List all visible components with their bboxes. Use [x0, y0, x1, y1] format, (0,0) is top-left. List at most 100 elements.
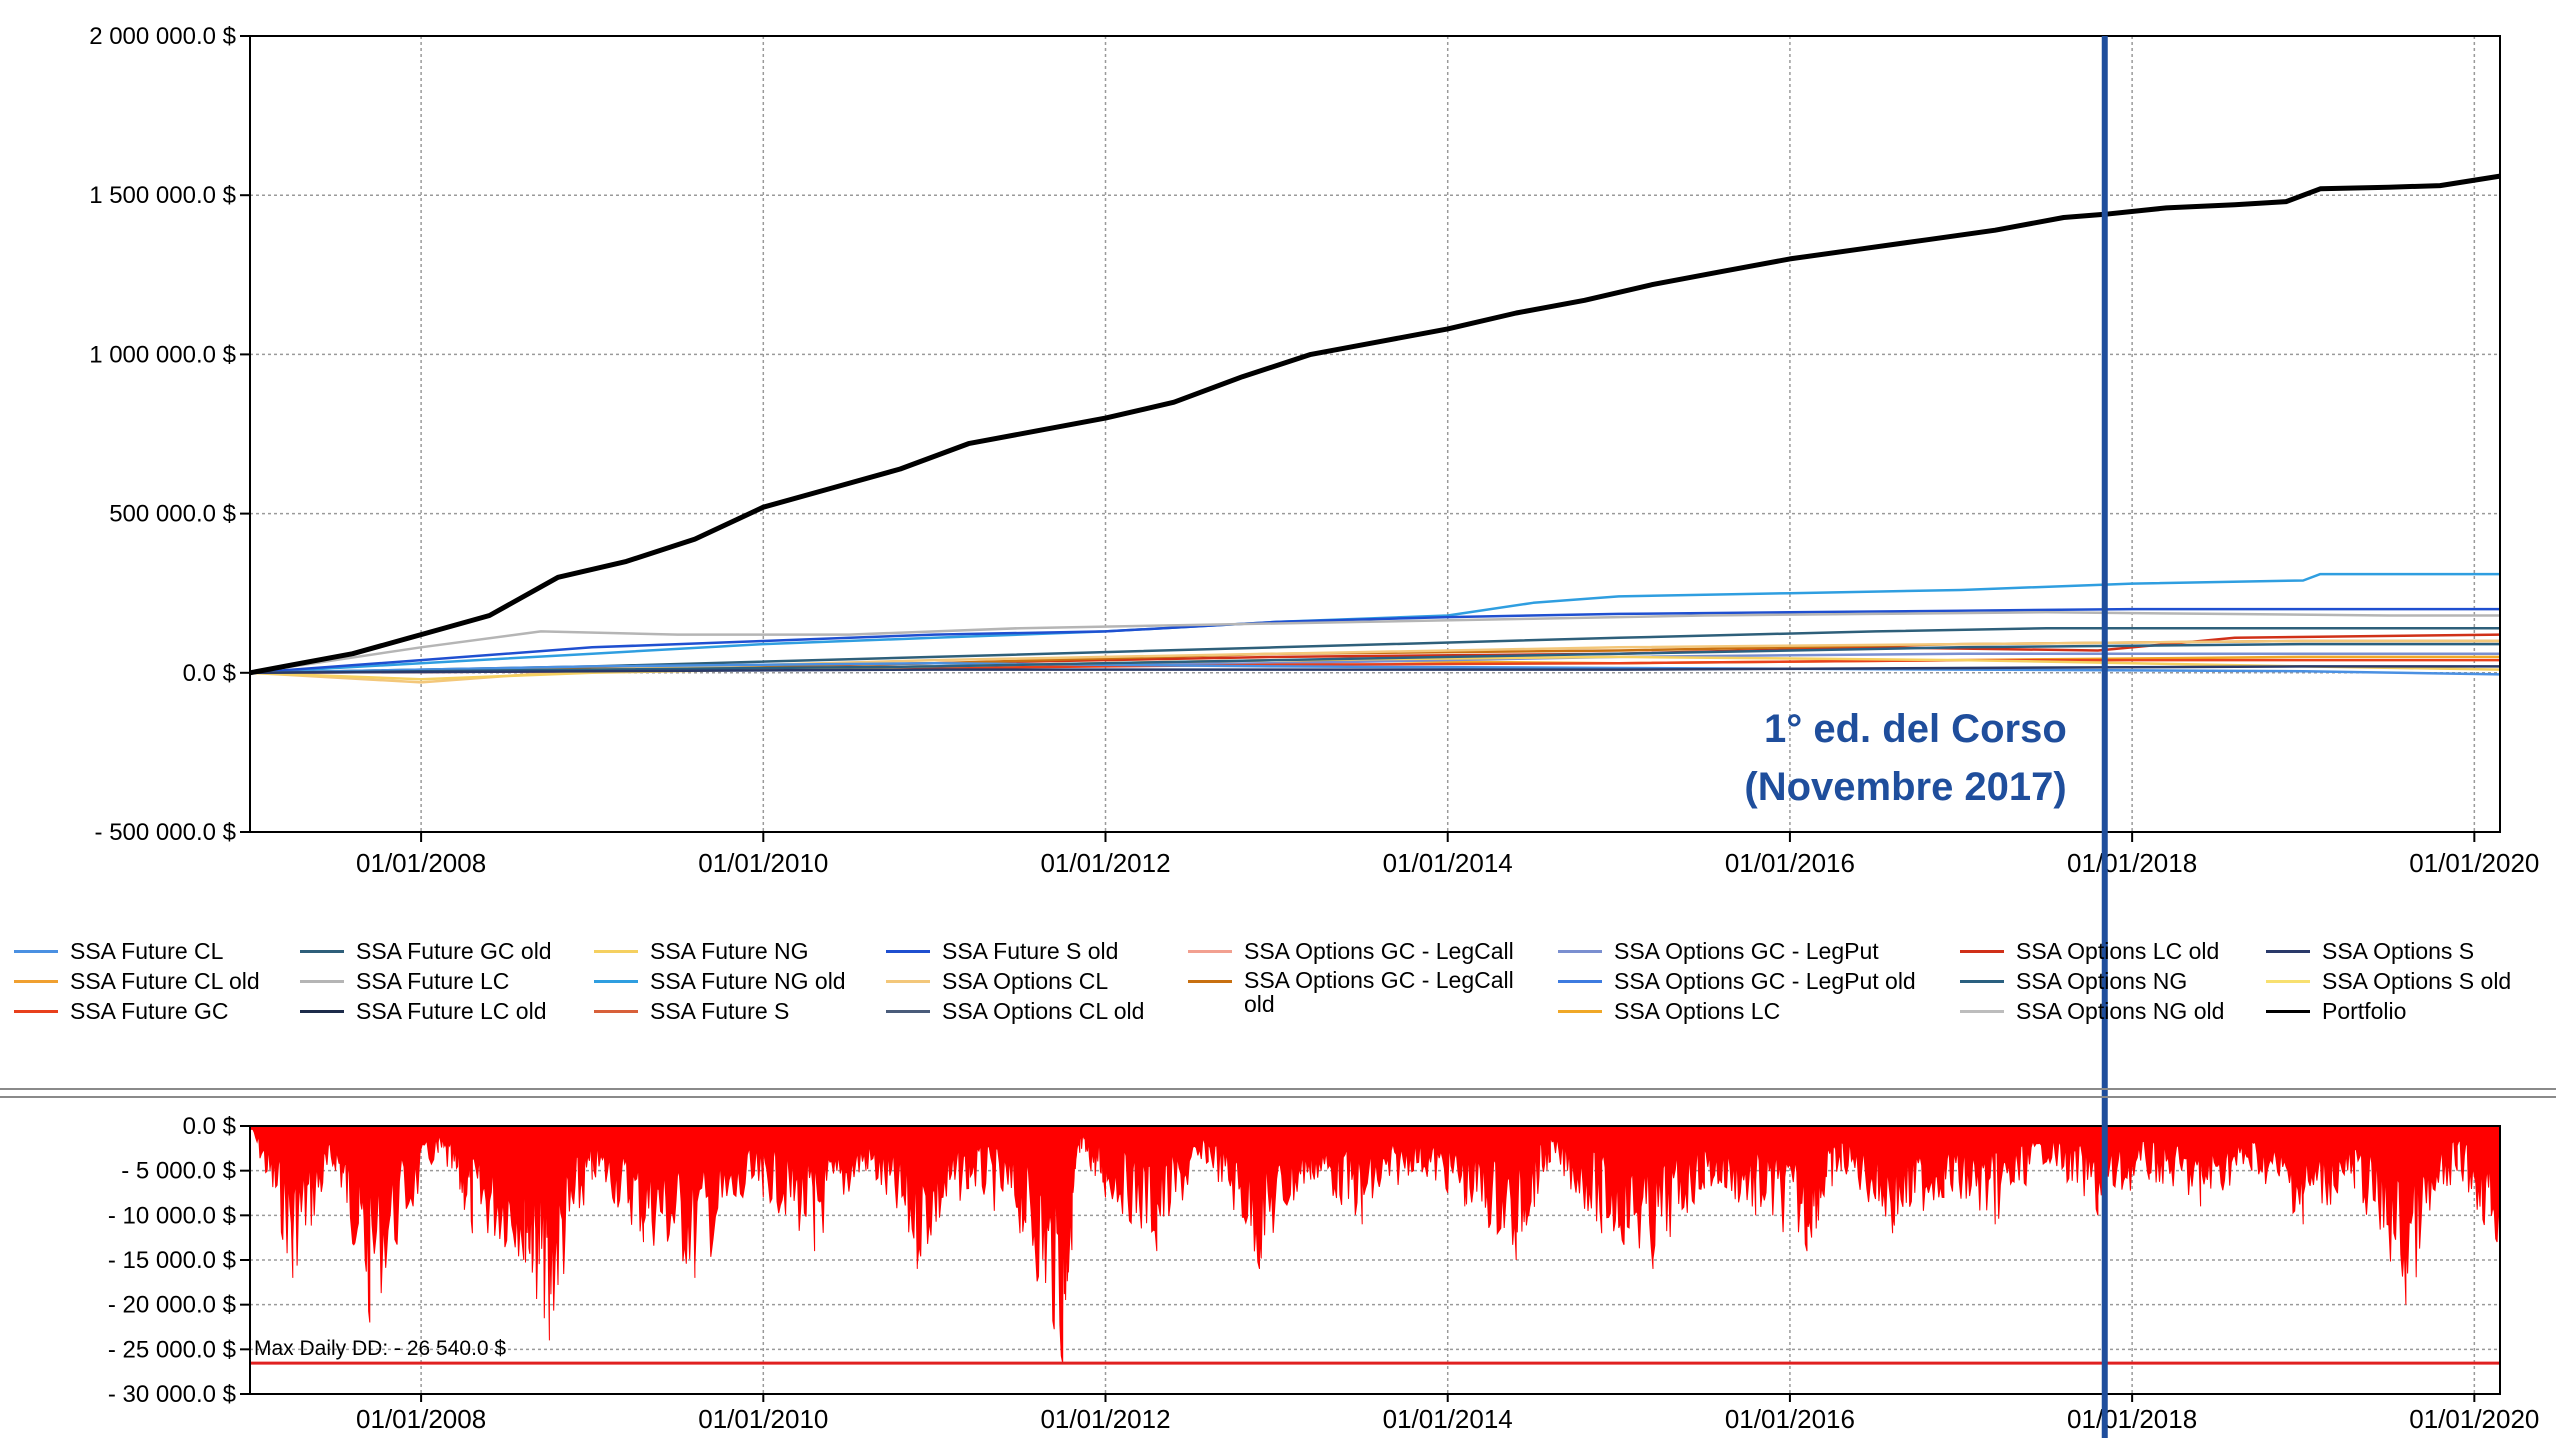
legend-swatch — [594, 950, 638, 953]
legend-swatch — [14, 1010, 58, 1013]
legend-swatch — [2266, 1010, 2310, 1013]
legend-item: SSA Options GC - LegPut old — [1558, 968, 1916, 994]
dd-y-tick-label: - 10 000.0 $ — [108, 1202, 236, 1229]
legend-swatch — [300, 1010, 344, 1013]
dd-y-tick-label: - 20 000.0 $ — [108, 1292, 236, 1319]
dd-x-tick-label: 01/01/2012 — [1040, 1404, 1170, 1434]
main-chart-frame — [249, 35, 2501, 833]
legend-swatch — [1960, 980, 2004, 983]
series-line-ssa-future-ng-old — [249, 572, 2500, 675]
legend-item: SSA Future GC old — [300, 938, 552, 964]
dd-x-tick-label: 01/01/2018 — [2067, 1404, 2197, 1434]
legend-swatch — [300, 950, 344, 953]
legend-item: SSA Options GC - LegPut — [1558, 938, 1879, 964]
drawdown-chart-y-axis: 0.0 $ - 5 000.0 $ - 10 000.0 $ - 15 000.0 $… — [108, 1113, 250, 1408]
legend-label: SSA Future NG — [650, 938, 809, 964]
x-tick-label: 01/01/2008 — [356, 848, 486, 878]
dd-y-tick-label: - 30 000.0 $ — [108, 1381, 236, 1408]
series-line-portfolio — [249, 173, 2501, 676]
dd-y-tick-label: - 15 000.0 $ — [108, 1247, 236, 1274]
legend-item: SSA Options NG old — [1960, 998, 2224, 1024]
x-tick-label: 01/01/2012 — [1040, 848, 1170, 878]
legend-item: SSA Future NG — [594, 938, 809, 964]
legend-label: SSA Future CL old — [70, 968, 260, 994]
legend-label: SSA Future S old — [942, 938, 1119, 964]
legend-item: SSA Options LC old — [1960, 938, 2219, 964]
dd-x-tick-label: 01/01/2020 — [2409, 1404, 2539, 1434]
x-tick-label: 01/01/2010 — [698, 848, 828, 878]
series-line-ssa-future-cl — [249, 661, 2501, 676]
dd-y-tick-label: - 5 000.0 $ — [121, 1158, 236, 1185]
legend-item: SSA Future CL old — [14, 968, 260, 994]
legend-swatch — [1188, 980, 1232, 983]
legend-label: SSA Future NG old — [650, 968, 846, 994]
legend-item: SSA Future S old — [886, 938, 1118, 964]
legend-swatch — [2266, 950, 2310, 953]
x-tick-label: 01/01/2014 — [1383, 848, 1513, 878]
legend-item: SSA Options GC - LegCall old — [1188, 968, 1544, 1016]
legend-label: SSA Options CL old — [942, 998, 1145, 1024]
y-tick-label: 500 000.0 $ — [109, 501, 236, 528]
legend-label: Portfolio — [2322, 998, 2407, 1024]
dd-y-tick-label: 0.0 $ — [183, 1113, 236, 1140]
legend-item: SSA Options NG — [1960, 968, 2187, 994]
dd-x-tick-label: 01/01/2008 — [356, 1404, 486, 1434]
series-line-ssa-future-lc — [249, 611, 2500, 675]
course-edition-annotation-line2: (Novembre 2017) — [1744, 765, 2066, 809]
legend-label: SSA Options LC — [1614, 998, 1781, 1024]
legend-swatch — [1960, 1010, 2004, 1013]
legend-item: SSA Options CL old — [886, 998, 1144, 1024]
y-tick-label: 2 000 000.0 $ — [89, 23, 236, 50]
y-tick-label: 1 500 000.0 $ — [89, 182, 236, 209]
legend-item: SSA Options LC — [1558, 998, 1780, 1024]
legend-swatch — [594, 980, 638, 983]
y-tick-label: - 500 000.0 $ — [95, 819, 236, 846]
x-tick-label: 01/01/2016 — [1725, 848, 1855, 878]
legend-swatch — [14, 980, 58, 983]
legend-label: SSA Options GC - LegCall old — [1244, 967, 1514, 1017]
series-line-ssa-options-s — [249, 665, 2500, 675]
legend-swatch — [1960, 950, 2004, 953]
dd-x-tick-label: 01/01/2016 — [1725, 1404, 1855, 1434]
legend: SSA Future CL SSA Future CL old SSA Future… — [0, 938, 2556, 1078]
legend-item: SSA Future CL — [14, 938, 223, 964]
legend-label: SSA Options NG old — [2016, 998, 2225, 1024]
legend-swatch — [2266, 980, 2310, 983]
legend-swatch — [886, 980, 930, 983]
legend-label: SSA Options GC - LegPut — [1614, 938, 1879, 964]
legend-label: SSA Future CL — [70, 938, 224, 964]
legend-label: SSA Options S old — [2322, 968, 2512, 994]
y-tick-label: 1 000 000.0 $ — [89, 341, 236, 368]
panel-separator-bottom — [0, 1096, 2556, 1098]
legend-swatch — [1188, 950, 1232, 953]
legend-item: SSA Future S — [594, 998, 789, 1024]
legend-item: SSA Future GC — [14, 998, 229, 1024]
max-daily-dd-label: Max Daily DD: - 26 540.0 $ — [254, 1337, 506, 1360]
main-chart-series — [249, 173, 2501, 684]
legend-label: SSA Future LC — [356, 968, 510, 994]
dd-x-tick-label: 01/01/2014 — [1383, 1404, 1513, 1434]
y-tick-label: 0.0 $ — [183, 660, 236, 687]
legend-swatch — [14, 950, 58, 953]
legend-label: SSA Options GC - LegCall — [1244, 938, 1514, 964]
drawdown-chart-x-axis: 01/01/2008 01/01/2010 01/01/2012 01/01/2014… — [356, 1394, 2539, 1434]
legend-label: SSA Options S — [2322, 938, 2475, 964]
panel-separator-top — [0, 1088, 2556, 1090]
legend-label: SSA Future S — [650, 998, 790, 1024]
legend-swatch — [886, 1010, 930, 1013]
legend-label: SSA Future LC old — [356, 998, 547, 1024]
legend-item: SSA Options S — [2266, 938, 2474, 964]
legend-item: SSA Options CL — [886, 968, 1108, 994]
dd-y-tick-label: - 25 000.0 $ — [108, 1336, 236, 1363]
drawdown-area — [249, 1125, 2501, 1364]
legend-item: SSA Future LC — [300, 968, 509, 994]
legend-swatch — [1558, 950, 1602, 953]
legend-label: SSA Options NG — [2016, 968, 2188, 994]
drawdown-chart-series — [249, 1125, 2501, 1364]
legend-label: SSA Options LC old — [2016, 938, 2220, 964]
legend-label: SSA Options CL — [942, 968, 1109, 994]
series-line-ssa-future-gc-old — [249, 626, 2500, 675]
course-edition-annotation-line1: 1° ed. del Corso — [1764, 707, 2067, 751]
main-chart-grid — [250, 36, 2500, 832]
dd-x-tick-label: 01/01/2010 — [698, 1404, 828, 1434]
